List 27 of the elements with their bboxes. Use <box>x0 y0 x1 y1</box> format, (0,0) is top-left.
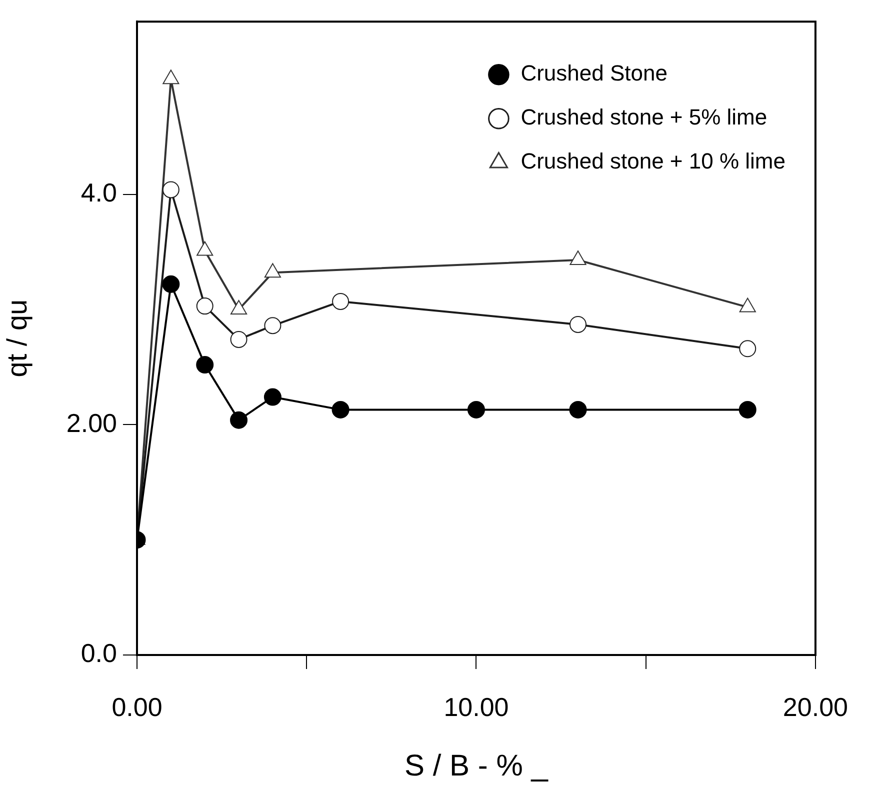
point <box>196 298 214 315</box>
point <box>739 340 756 358</box>
point <box>230 330 248 348</box>
legend-label: Crushed stone + 10 % lime <box>520 148 786 174</box>
point <box>162 70 180 84</box>
point <box>264 388 282 406</box>
point <box>162 181 180 198</box>
point <box>332 400 350 418</box>
point <box>196 356 214 374</box>
x-tick-label: 20.00 <box>782 692 848 722</box>
point <box>230 411 248 429</box>
legend-label: Crushed stone + 5% lime <box>520 104 768 130</box>
legend-label: Crushed Stone <box>520 60 668 86</box>
y-tick-label: 2.00 <box>66 408 117 438</box>
point <box>570 316 587 333</box>
y-tick-label: 0.0 <box>80 638 117 668</box>
point <box>569 400 587 418</box>
point <box>738 400 756 418</box>
x-tick-label: 10.00 <box>444 692 509 722</box>
y-axis-title: qt / qu <box>2 299 33 378</box>
point <box>332 292 350 310</box>
point <box>264 317 282 334</box>
y-tick-label: 4.0 <box>80 178 117 208</box>
point <box>162 275 180 293</box>
x-tick-label: 0.00 <box>112 692 162 722</box>
x-axis-title: S / B - % _ <box>404 749 550 782</box>
point <box>467 400 485 418</box>
